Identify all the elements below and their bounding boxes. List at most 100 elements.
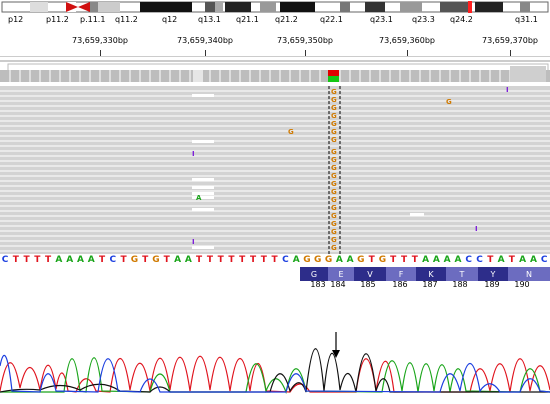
mismatch-base: G: [446, 98, 452, 106]
deletion-gap: [192, 94, 214, 97]
amino-acid-label: F: [399, 270, 404, 279]
band-label: q11.2: [115, 15, 138, 24]
reference-base: C: [1, 255, 9, 265]
mismatch-base: G: [331, 128, 337, 136]
reference-base: A: [335, 255, 343, 265]
reference-base: T: [98, 255, 106, 265]
mismatch-base: G: [331, 172, 337, 180]
deletion-gap: [410, 213, 424, 216]
reference-base: A: [497, 255, 505, 265]
deletion-gap: [192, 140, 214, 143]
amino-acid-label: G: [311, 270, 317, 279]
aa-position: 189: [484, 280, 500, 289]
amino-acid-label: E: [338, 270, 343, 279]
reference-base: T: [196, 255, 203, 265]
mismatch-base: G: [331, 88, 337, 96]
chromosome-ideogram[interactable]: p12 p11.2 p.11.1 q11.2 q12 q13.1 q21.1 q…: [0, 0, 550, 32]
trace-a: [0, 357, 550, 395]
ruler-label: 73,659,350bp: [277, 36, 333, 45]
reference-base: T: [12, 255, 19, 265]
codon-block: [328, 267, 354, 281]
reference-base: T: [228, 255, 235, 265]
codon-block: [508, 267, 550, 281]
band-label: q21.1: [236, 15, 259, 24]
reference-base: A: [87, 255, 95, 265]
reference-base: G: [303, 255, 311, 265]
ruler-tick: [407, 50, 408, 56]
band-label: p12: [8, 15, 24, 24]
aa-position: 190: [514, 280, 530, 289]
trace-c: [0, 354, 550, 393]
reference-base: T: [271, 255, 278, 265]
reference-base: T: [120, 255, 127, 265]
mismatch-base: G: [331, 188, 337, 196]
reference-base: A: [346, 255, 354, 265]
reference-base: T: [217, 255, 224, 265]
codon-block: [386, 267, 416, 281]
reference-base: A: [55, 255, 63, 265]
amino-acid-label: Y: [490, 270, 496, 279]
codon-block: [354, 267, 386, 281]
mismatch-base: G: [331, 244, 337, 252]
mismatch-base: G: [331, 120, 337, 128]
mismatch-base: G: [331, 204, 337, 212]
reference-base: A: [529, 255, 537, 265]
reference-base: T: [508, 255, 515, 265]
coverage-track[interactable]: [0, 58, 550, 86]
reference-base: A: [454, 255, 462, 265]
mismatch-base: G: [331, 104, 337, 112]
mismatch-base: G: [331, 148, 337, 156]
deletion-gap: [192, 208, 214, 211]
band-label: q12: [162, 15, 178, 24]
genomic-ruler[interactable]: 73,659,330bp 73,659,340bp 73,659,350bp 7…: [0, 32, 550, 57]
chromatogram-traces: [0, 332, 550, 395]
reference-base: T: [34, 255, 41, 265]
band-label: p.11.1: [80, 15, 106, 24]
ruler-tick: [305, 50, 306, 56]
ruler-label: 73,659,340bp: [177, 36, 233, 45]
mismatch-base: G: [331, 136, 337, 144]
reference-base: A: [519, 255, 527, 265]
reference-base: T: [45, 255, 52, 265]
mismatch-base: G: [331, 220, 337, 228]
aa-position: 184: [330, 280, 346, 289]
amino-acid-numbers: 183 184 185 186 187 188 189 190: [0, 280, 550, 294]
reference-base: G: [378, 255, 387, 265]
codon-block: [300, 267, 328, 281]
codon-block: [478, 267, 508, 281]
mismatch-base: G: [331, 96, 337, 104]
mismatch-base: G: [331, 196, 337, 204]
deletion-gap: [192, 192, 214, 195]
reference-base: C: [540, 255, 548, 265]
amino-acid-label: T: [459, 270, 465, 279]
reference-base: C: [476, 255, 483, 265]
amino-acid-label: N: [526, 270, 532, 279]
reference-base: T: [260, 255, 267, 265]
reference-base: A: [443, 255, 451, 265]
trace-t: [0, 355, 550, 393]
deletion-gap: [192, 246, 214, 249]
trace-g: [0, 348, 550, 393]
reference-base: A: [422, 255, 430, 265]
aa-position: 183: [310, 280, 326, 289]
reference-base: G: [314, 255, 322, 265]
ruler-label: 73,659,370bp: [482, 36, 538, 45]
reference-base: G: [152, 255, 160, 265]
aa-position: 188: [452, 280, 468, 289]
insertion-mark: I: [192, 238, 195, 246]
reference-base: G: [357, 255, 365, 265]
mismatch-base: G: [331, 156, 337, 164]
variant-arrowhead: [332, 350, 340, 358]
deletion-gap: [192, 178, 214, 181]
ruler-label: 73,659,360bp: [379, 36, 435, 45]
reference-base: T: [368, 255, 375, 265]
band-label: q31.1: [515, 15, 538, 24]
reference-base: T: [163, 255, 170, 265]
mismatch-base: G: [288, 128, 294, 136]
ruler-tick: [510, 50, 511, 56]
band-label: q23.3: [412, 15, 435, 24]
reference-base: A: [66, 255, 74, 265]
